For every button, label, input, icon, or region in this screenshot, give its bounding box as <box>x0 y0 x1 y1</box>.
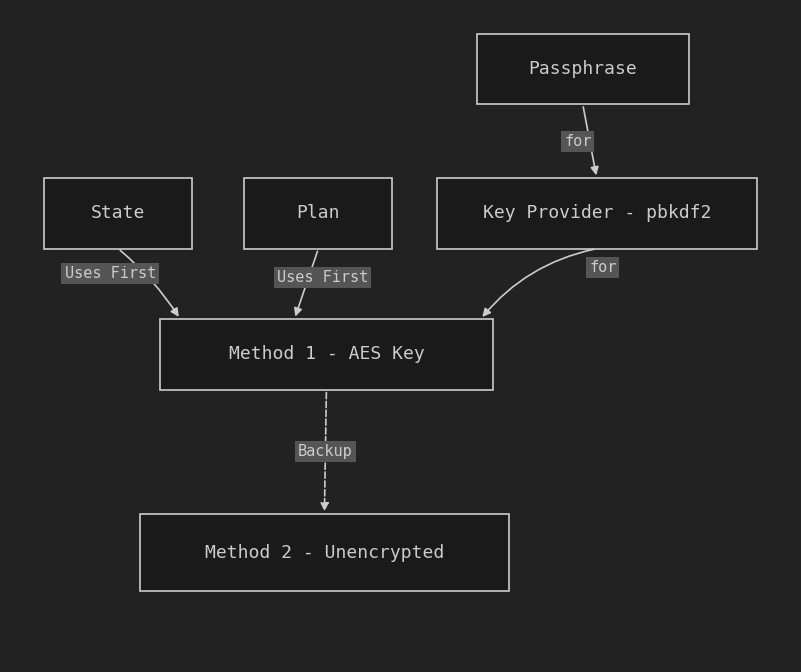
Text: Plan: Plan <box>296 204 340 222</box>
Text: for: for <box>589 259 617 275</box>
Text: Method 2 - Unencrypted: Method 2 - Unencrypted <box>205 544 444 562</box>
FancyBboxPatch shape <box>44 178 192 249</box>
Text: Uses First: Uses First <box>277 269 368 285</box>
Text: for: for <box>564 134 591 149</box>
FancyBboxPatch shape <box>140 514 509 591</box>
Text: Uses First: Uses First <box>65 266 155 282</box>
FancyBboxPatch shape <box>477 34 689 104</box>
Text: Passphrase: Passphrase <box>529 60 637 78</box>
FancyBboxPatch shape <box>437 178 757 249</box>
FancyBboxPatch shape <box>244 178 392 249</box>
Text: State: State <box>91 204 145 222</box>
Text: Backup: Backup <box>298 444 352 460</box>
Text: Method 1 - AES Key: Method 1 - AES Key <box>228 345 425 364</box>
FancyBboxPatch shape <box>160 319 493 390</box>
Text: Key Provider - pbkdf2: Key Provider - pbkdf2 <box>482 204 711 222</box>
